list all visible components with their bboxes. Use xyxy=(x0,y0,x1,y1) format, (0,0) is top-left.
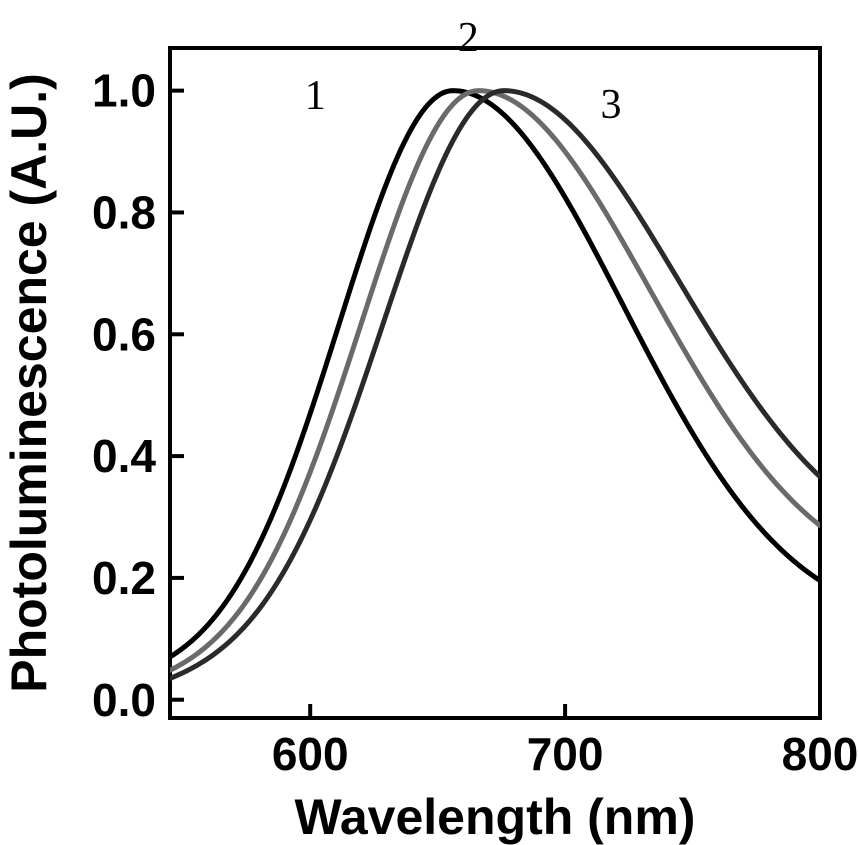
curve-2-label: 2 xyxy=(458,15,479,61)
curve-3 xyxy=(170,91,820,679)
y-axis-title: Photoluminescence (A.U.) xyxy=(1,73,57,693)
curve-1-label: 1 xyxy=(305,73,326,119)
y-tick-label: 1.0 xyxy=(92,65,156,117)
y-tick-label: 0.2 xyxy=(92,552,156,604)
x-tick-label: 700 xyxy=(527,728,604,780)
plot-border xyxy=(170,48,820,718)
x-tick-label: 600 xyxy=(272,728,349,780)
y-tick-label: 0.6 xyxy=(92,308,156,360)
chart-svg: 600 700 800 0.0 0.2 0.4 0.6 0.8 1.0 Wavelength (n… xyxy=(0,0,858,845)
y-tick-label: 0.8 xyxy=(92,187,156,239)
x-axis-title: Wavelength (nm) xyxy=(295,789,696,845)
y-tick-label: 0.4 xyxy=(92,430,156,482)
x-tick-label: 800 xyxy=(782,728,858,780)
y-tick-label: 0.0 xyxy=(92,674,156,726)
curve-2 xyxy=(170,91,820,671)
curve-3-label: 3 xyxy=(600,82,621,128)
curves-group xyxy=(170,91,820,679)
pl-spectrum-chart: 600 700 800 0.0 0.2 0.4 0.6 0.8 1.0 Wavelength (n… xyxy=(0,0,858,845)
